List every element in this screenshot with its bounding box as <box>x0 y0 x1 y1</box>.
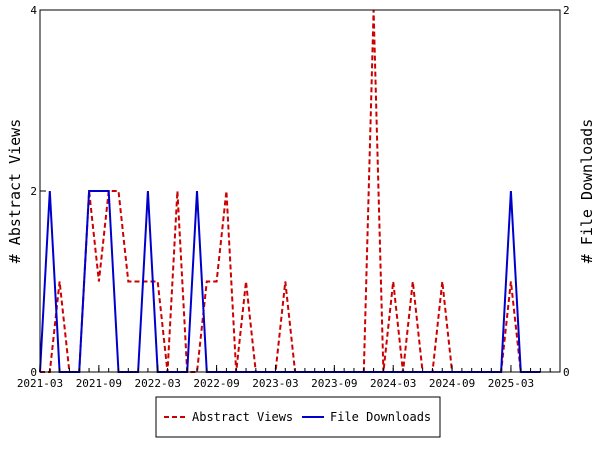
y-right-axis-title: # File Downloads <box>578 119 596 264</box>
legend-box <box>155 396 441 438</box>
x-tick-label: 2022-09 <box>193 377 239 390</box>
plot-area <box>39 9 541 373</box>
y-left-tick-label: 0 <box>30 366 37 379</box>
y-left-axis-title: # Abstract Views <box>6 119 24 264</box>
abstract-views-line <box>40 9 541 373</box>
file-downloads-line <box>39 190 541 373</box>
x-tick-label: 2024-09 <box>429 377 475 390</box>
x-tick-label: 2022-03 <box>135 377 181 390</box>
axes: 2021-03 2021-09 2022-03 2022-09 2023-03 2023-… <box>6 4 596 390</box>
x-tick-label: 2021-09 <box>76 377 122 390</box>
y-right-tick-label: 0 <box>563 366 570 379</box>
x-tick-label: 2023-09 <box>311 377 357 390</box>
x-tick-label: 2024-03 <box>370 377 416 390</box>
y-left-tick-label: 2 <box>30 185 37 198</box>
x-tick-label: 2025-03 <box>488 377 534 390</box>
legend-label-file-downloads: File Downloads <box>330 410 431 424</box>
y-left-tick-label: 4 <box>30 4 37 17</box>
y-right-tick-label: 2 <box>563 4 570 17</box>
legend-label-abstract-views: Abstract Views <box>192 410 293 424</box>
plot-frame <box>39 9 561 373</box>
x-tick-label: 2023-03 <box>252 377 298 390</box>
x-tick-label: 2021-03 <box>17 377 63 390</box>
legend: Abstract Views File Downloads <box>155 396 441 438</box>
